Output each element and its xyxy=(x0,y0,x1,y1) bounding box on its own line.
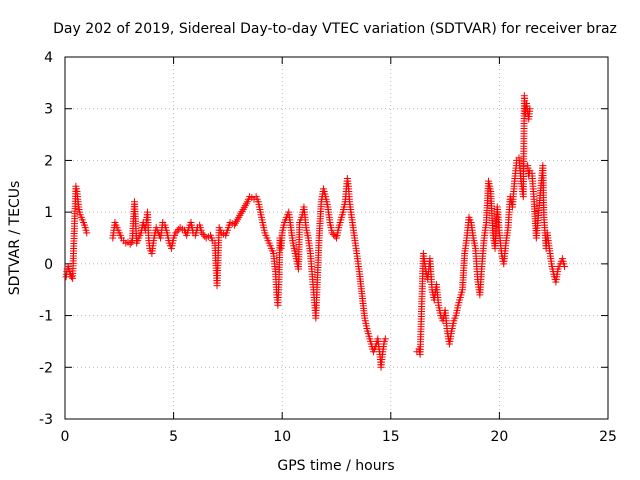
x-tick-label: 10 xyxy=(273,429,291,445)
y-tick-label: 1 xyxy=(44,205,53,221)
y-tick-label: 3 xyxy=(44,102,53,118)
data-point xyxy=(68,273,76,281)
data-point xyxy=(83,229,91,237)
data-points xyxy=(62,92,569,371)
x-tick-label: 25 xyxy=(599,429,617,445)
y-tick-labels: -3 -2 -1 0 1 2 3 4 xyxy=(39,50,53,428)
x-tick-label: 15 xyxy=(382,429,400,445)
data-point xyxy=(561,262,569,270)
y-tick-label: 2 xyxy=(44,153,53,169)
x-axis-label: GPS time / hours xyxy=(277,458,394,474)
y-tick-label: 4 xyxy=(44,50,53,66)
data-point xyxy=(127,238,135,246)
chart-title: Day 202 of 2019, Sidereal Day-to-day VTE… xyxy=(53,21,617,37)
data-point xyxy=(199,231,207,239)
data-point xyxy=(198,229,206,237)
data-point xyxy=(330,231,338,239)
data-point xyxy=(126,240,134,248)
x-tick-label: 5 xyxy=(169,429,178,445)
data-point xyxy=(526,105,534,113)
data-point xyxy=(381,335,389,343)
y-tick-label: -1 xyxy=(39,309,53,325)
x-tick-label: 20 xyxy=(490,429,508,445)
x-tick-label: 0 xyxy=(61,429,70,445)
data-point xyxy=(173,227,181,235)
plot-frame xyxy=(64,56,609,420)
data-point xyxy=(172,229,180,237)
y-axis-label: SDTVAR / TECUs xyxy=(7,181,23,296)
y-tick-label: 0 xyxy=(44,257,53,273)
y-tick-label: -3 xyxy=(39,412,53,428)
x-tick-labels: 0 5 10 15 20 25 xyxy=(61,429,617,445)
y-tick-label: -2 xyxy=(39,360,53,376)
